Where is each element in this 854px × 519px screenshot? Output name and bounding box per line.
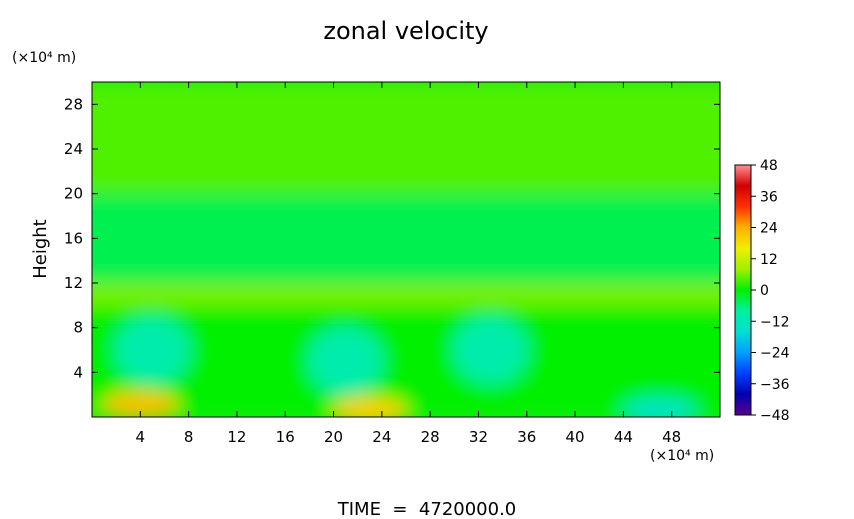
colorbar-frame	[734, 164, 752, 416]
colorbar-tick-label: −36	[760, 377, 790, 393]
colorbar-tick-label: 48	[760, 158, 778, 174]
colorbar-tick-label: −48	[760, 408, 790, 424]
colorbar-tick-label: −24	[760, 346, 790, 362]
colorbar-tick-label: 36	[760, 189, 778, 205]
y-axis-label: Height	[30, 219, 51, 279]
x-axis: 4 8 12 16 20 24 28 32 36 40 44 48	[136, 82, 681, 446]
x-tick-label: 16	[276, 428, 295, 446]
velocity-band	[92, 305, 720, 417]
colorbar-tick-label: 24	[760, 221, 778, 237]
velocity-minimum	[452, 316, 529, 384]
x-tick-label: 40	[566, 428, 585, 446]
y-tick-label: 20	[64, 185, 83, 203]
colorbar: 48 36 24 12 0 −12 −24 −36 −48	[734, 158, 790, 424]
y-tick-label: 16	[64, 229, 83, 247]
chart-title: zonal velocity	[323, 17, 488, 45]
velocity-band	[92, 283, 720, 306]
y-tick-label: 24	[64, 140, 83, 158]
y-tick-label: 28	[64, 95, 83, 113]
velocity-field	[92, 82, 720, 417]
y-tick-label: 8	[73, 319, 83, 337]
y-tick-label: 12	[64, 274, 83, 292]
velocity-band	[92, 82, 720, 194]
colorbar-tick-label: −12	[760, 314, 790, 330]
time-footer: TIME = 4720000.0	[337, 499, 517, 519]
colorbar-tick-label: 0	[760, 283, 769, 299]
colorbar-tick-label: 12	[760, 252, 778, 268]
x-tick-label: 28	[421, 428, 440, 446]
x-tick-label: 48	[662, 428, 681, 446]
velocity-minimum	[621, 397, 698, 417]
x-tick-label: 36	[517, 428, 536, 446]
plot-frame	[91, 81, 721, 418]
velocity-minimum	[307, 327, 384, 396]
x-tick-label: 8	[184, 428, 194, 446]
velocity-band	[92, 193, 720, 283]
x-tick-label: 44	[614, 428, 633, 446]
y-axis-unit: (×10⁴ m)	[12, 50, 76, 66]
colorbar-fill	[735, 165, 751, 415]
velocity-maximum	[102, 391, 179, 417]
x-tick-label: 24	[372, 428, 391, 446]
plot-area	[91, 81, 721, 418]
velocity-maximum	[331, 397, 408, 417]
x-tick-label: 4	[136, 428, 146, 446]
y-tick-label: 4	[73, 363, 83, 381]
x-tick-label: 12	[227, 428, 246, 446]
y-axis: 4 8 12 16 20 24 28	[64, 95, 720, 381]
x-tick-label: 20	[324, 428, 343, 446]
x-tick-label: 32	[469, 428, 488, 446]
velocity-minimum	[114, 316, 191, 384]
x-axis-unit: (×10⁴ m)	[650, 448, 714, 464]
